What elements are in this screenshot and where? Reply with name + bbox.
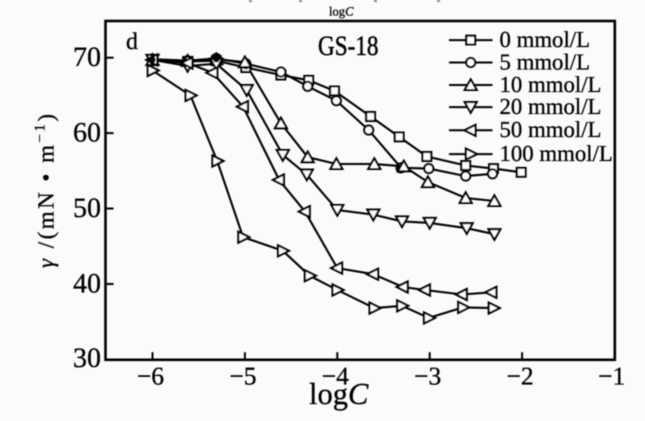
svg-text:logC: logC [329, 5, 354, 19]
svg-text:−4: −4 [322, 362, 349, 391]
svg-text:−3: −3 [414, 362, 441, 391]
svg-text:5 mmol/L: 5 mmol/L [500, 49, 591, 74]
svg-text:70: 70 [73, 42, 101, 73]
svg-text:d: d [126, 29, 138, 55]
svg-text:0 mmol/L: 0 mmol/L [500, 27, 591, 52]
svg-text:20 mmol/L: 20 mmol/L [500, 94, 602, 119]
svg-text:50 mmol/L: 50 mmol/L [500, 117, 602, 142]
svg-text:30: 30 [73, 343, 101, 374]
svg-text:60: 60 [73, 118, 101, 149]
svg-text:40: 40 [73, 269, 101, 300]
svg-text:GS-18: GS-18 [318, 31, 379, 62]
svg-text:−2: −2 [507, 362, 534, 391]
svg-text:50: 50 [73, 193, 101, 224]
svg-text:−6: −6 [137, 362, 164, 391]
svg-text:−5: −5 [229, 362, 256, 391]
svg-text:10 mmol/L: 10 mmol/L [500, 72, 602, 97]
svg-text:−1: −1 [598, 362, 625, 391]
svg-text:logC: logC [309, 377, 369, 411]
svg-text:100 mmol/L: 100 mmol/L [500, 141, 613, 166]
